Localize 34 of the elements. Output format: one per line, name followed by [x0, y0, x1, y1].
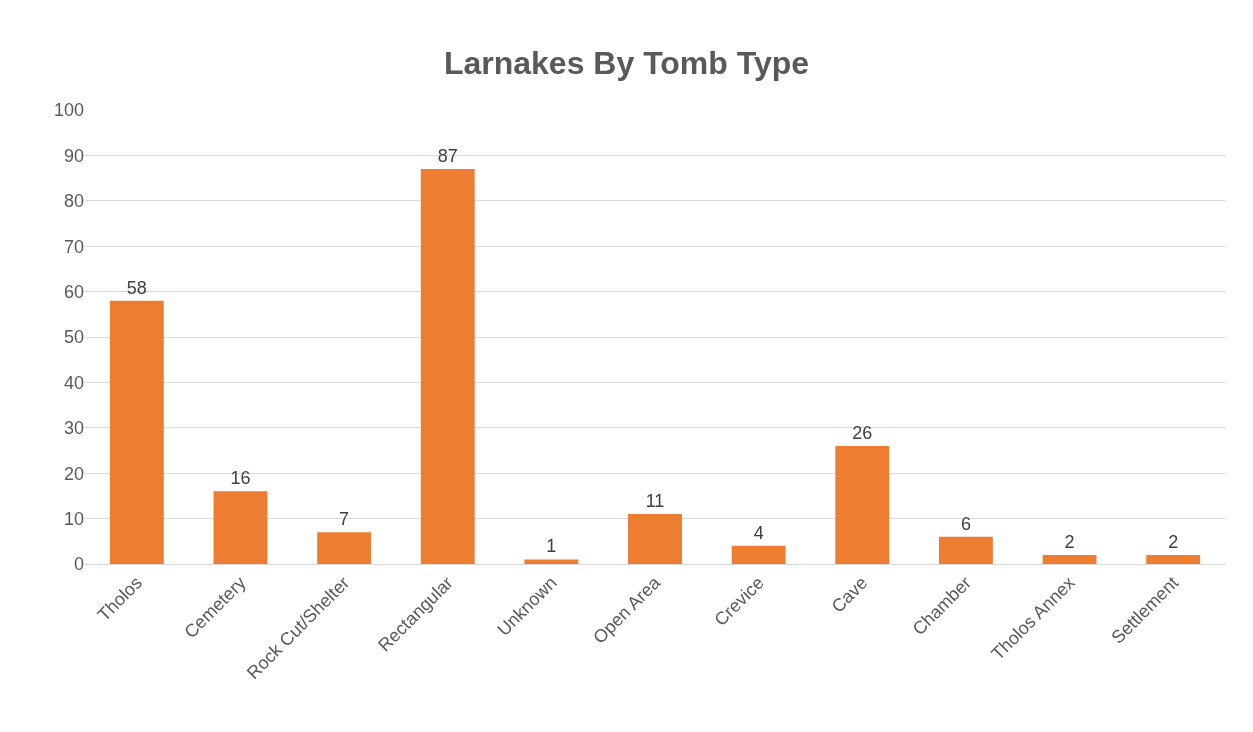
y-tick-label: 90: [63, 145, 84, 166]
bar: [1042, 554, 1097, 564]
data-label: 6: [960, 513, 971, 534]
data-label: 2: [1064, 531, 1075, 552]
bar: [628, 514, 682, 564]
y-tick-label: 60: [63, 281, 84, 302]
bar: [420, 169, 475, 564]
y-tick-label: 70: [63, 236, 84, 257]
bar: [317, 532, 372, 564]
bar: [1146, 554, 1201, 564]
data-label: 2: [1168, 531, 1179, 552]
data-label: 11: [645, 491, 665, 512]
y-tick-label: 80: [63, 191, 84, 212]
data-label: 7: [339, 509, 350, 530]
bar: [213, 491, 268, 564]
bar: [731, 545, 786, 564]
y-tick-label: 50: [63, 327, 84, 348]
bar: [109, 300, 164, 564]
y-tick-label: 0: [73, 554, 84, 575]
data-label: 16: [230, 468, 251, 489]
y-tick-label: 20: [63, 463, 84, 484]
data-label: 58: [126, 277, 147, 298]
chart-title: Larnakes By Tomb Type: [443, 44, 810, 81]
y-tick-label: 40: [63, 372, 84, 393]
data-label: 87: [437, 146, 458, 167]
y-tick-label: 30: [63, 418, 84, 439]
y-tick-label: 10: [63, 508, 84, 529]
data-label: 26: [852, 422, 873, 443]
bar: [835, 445, 890, 564]
data-label: 1: [546, 536, 557, 557]
bar: [938, 536, 993, 564]
data-label: 4: [753, 522, 764, 543]
y-tick-label: 100: [53, 100, 84, 121]
bar: [524, 559, 579, 564]
